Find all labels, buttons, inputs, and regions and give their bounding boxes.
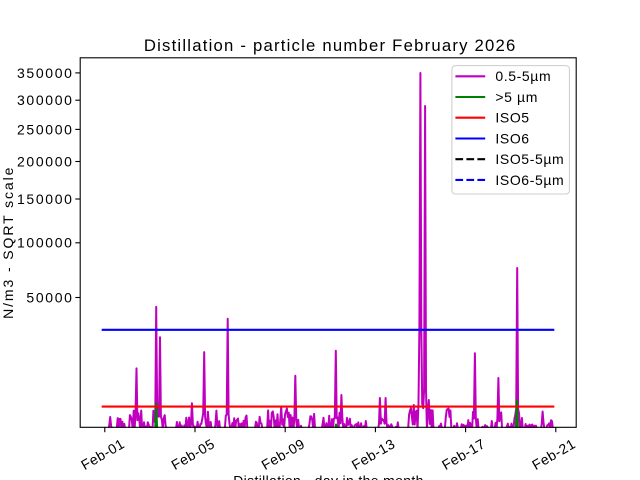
svg-text:ISO6-5µm: ISO6-5µm [495,172,564,188]
svg-text:>5 µm: >5 µm [495,89,538,105]
svg-text:0.5-5µm: 0.5-5µm [495,68,551,84]
svg-text:150000: 150000 [17,191,74,207]
svg-text:Distillation - particle number: Distillation - particle number February … [144,36,517,55]
svg-text:300000: 300000 [17,92,74,108]
svg-text:200000: 200000 [17,153,74,169]
svg-text:ISO5: ISO5 [495,110,529,126]
svg-text:350000: 350000 [17,65,74,81]
svg-text:Distillation - day in the mont: Distillation - day in the month [233,473,424,480]
svg-text:50000: 50000 [26,289,73,305]
svg-text:ISO5-5µm: ISO5-5µm [495,151,564,167]
svg-text:250000: 250000 [17,121,74,137]
svg-text:ISO6: ISO6 [495,130,529,146]
svg-text:N/m3 - SQRT scale: N/m3 - SQRT scale [0,166,16,319]
svg-text:100000: 100000 [17,235,74,251]
